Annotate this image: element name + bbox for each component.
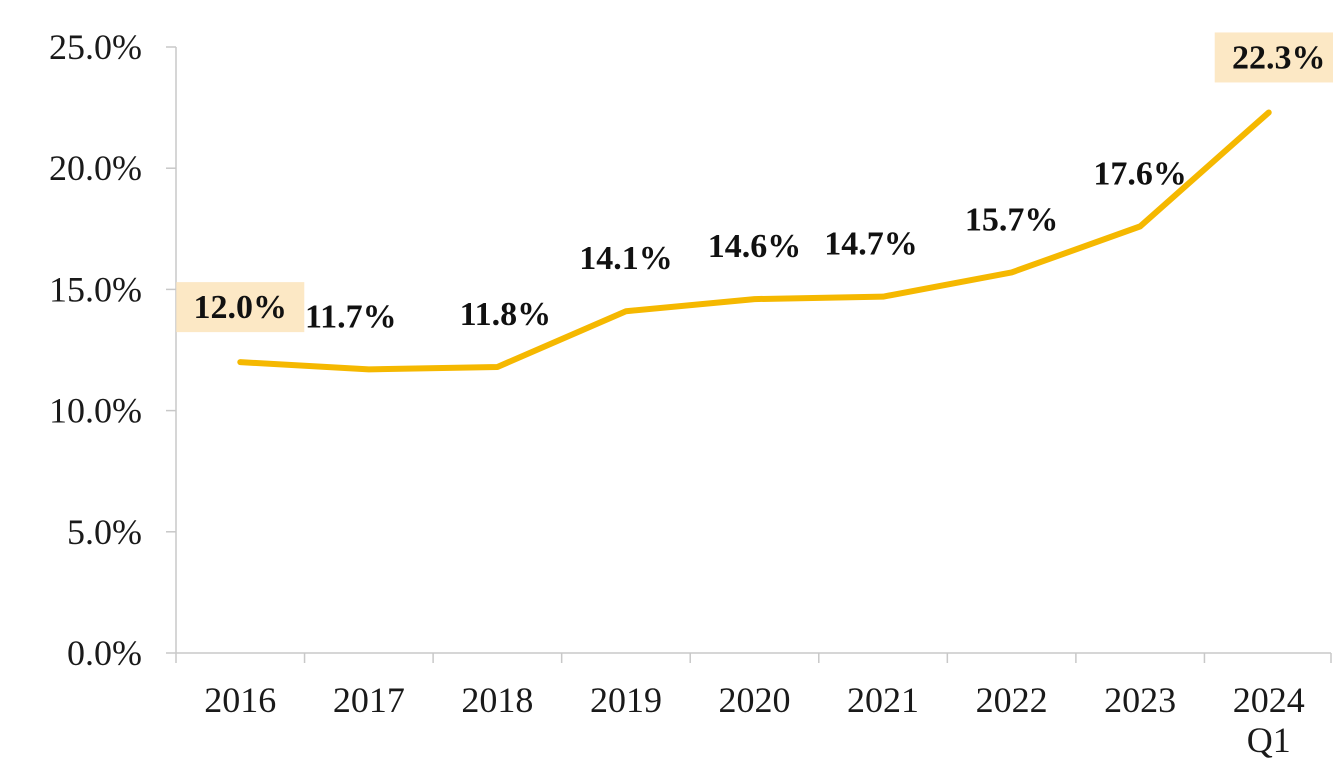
x-axis-ticks: 2016 2017 2018 2019 2020 2021 2022 2023 2024 Q1 (175, 653, 1332, 760)
x-tick-label: 2023 (1104, 680, 1176, 720)
y-tick-label: 5.0% (67, 512, 142, 552)
data-label-group: 15.7% (965, 201, 1059, 238)
x-tick-label: 2019 (590, 680, 662, 720)
data-label: 14.1% (579, 240, 673, 277)
y-axis-ticks: 0.0% 5.0% 10.0% 15.0% 20.0% 25.0% (49, 27, 176, 673)
data-label-group: 17.6% (1093, 155, 1187, 192)
axes (175, 47, 1331, 654)
x-tick-label: 2017 (333, 680, 405, 720)
y-tick-label: 25.0% (49, 27, 142, 67)
data-label-group: 11.8% (460, 296, 552, 333)
data-label: 22.3% (1232, 39, 1326, 76)
data-label: 17.6% (1093, 155, 1187, 192)
y-tick-label: 15.0% (49, 269, 142, 309)
x-tick-label: 2022 (976, 680, 1048, 720)
data-label-group: 12.0% (176, 282, 305, 333)
data-labels: 12.0% 11.7% 11.8% 14.1% 14.6% 14.7% 15.7% 17.6%… (176, 32, 1333, 335)
data-label: 15.7% (965, 201, 1059, 238)
x-tick-label: 2018 (461, 680, 533, 720)
x-tick-label: 2016 (204, 680, 276, 720)
series-line (237, 109, 1272, 373)
data-label: 11.8% (460, 296, 552, 333)
data-label: 11.7% (305, 298, 397, 335)
series-layer (237, 109, 1272, 373)
data-label: 14.6% (708, 228, 802, 265)
data-label-highlight (176, 282, 305, 333)
data-label-group: 14.6% (708, 228, 802, 265)
data-label-group: 14.1% (579, 240, 673, 277)
data-label-group: 14.7% (824, 226, 918, 263)
data-label-group: 11.7% (305, 298, 397, 335)
data-label: 14.7% (824, 226, 918, 263)
data-label: 12.0% (194, 289, 288, 326)
x-tick-label: 2020 (719, 680, 791, 720)
data-label-highlight (1214, 32, 1333, 83)
x-tick-label: 2024 Q1 (1233, 680, 1305, 760)
x-tick-label: 2021 (847, 680, 919, 720)
data-label-group: 22.3% (1214, 32, 1333, 83)
y-tick-label: 0.0% (67, 633, 142, 673)
y-tick-label: 10.0% (49, 391, 142, 431)
y-tick-label: 20.0% (49, 148, 142, 188)
